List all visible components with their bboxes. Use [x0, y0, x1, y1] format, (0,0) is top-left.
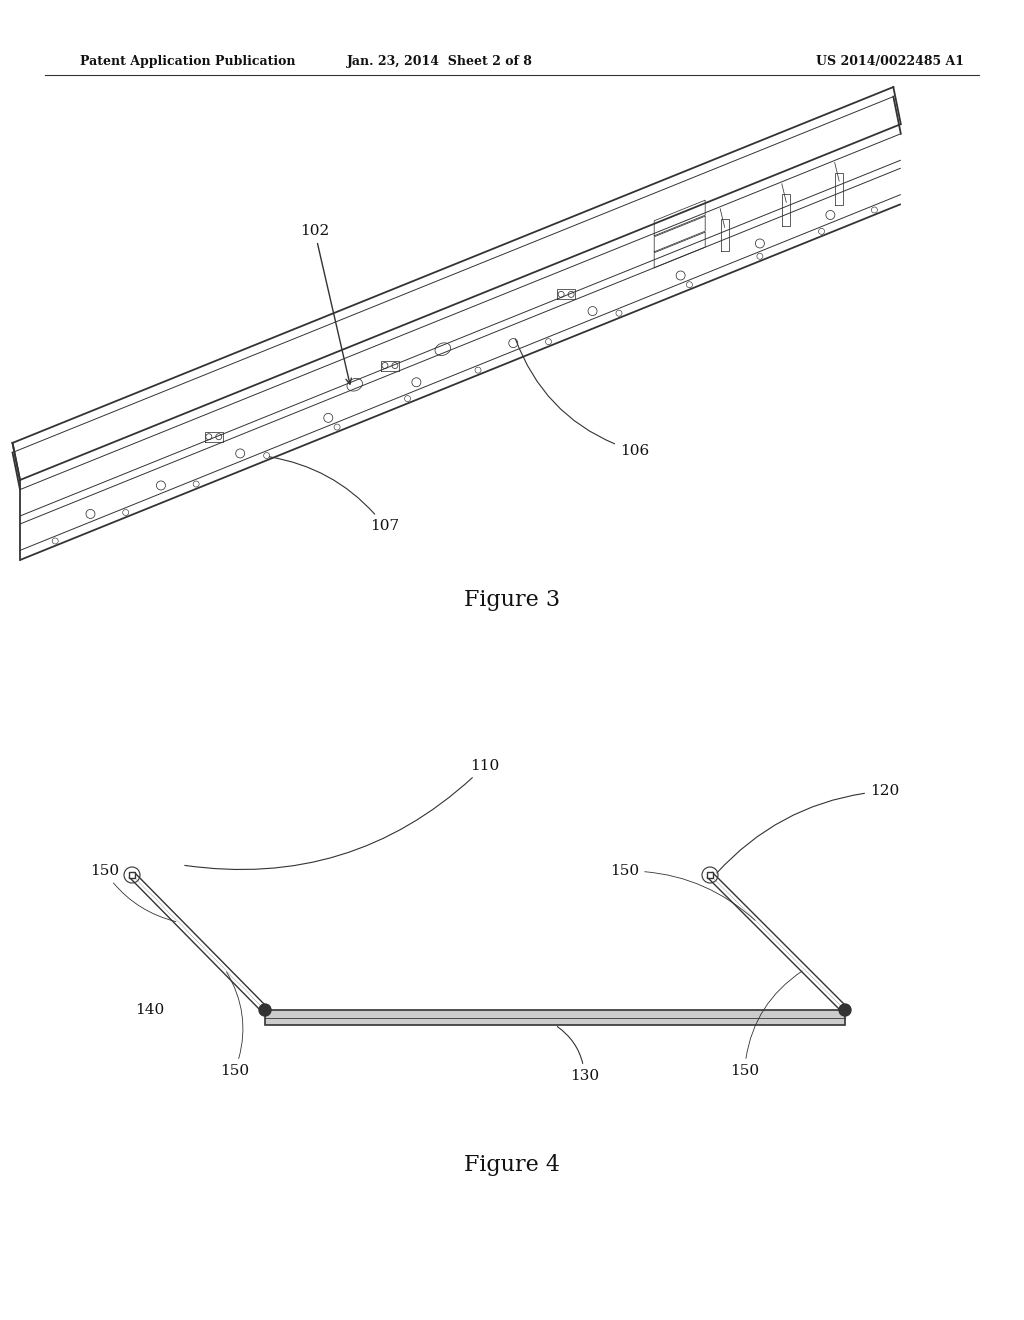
- Text: 150: 150: [730, 972, 802, 1078]
- Text: 110: 110: [184, 759, 500, 870]
- Text: 107: 107: [269, 457, 399, 533]
- Text: 150: 150: [90, 865, 176, 921]
- Text: Figure 3: Figure 3: [464, 589, 560, 611]
- Circle shape: [839, 1005, 851, 1016]
- Text: 130: 130: [557, 1027, 599, 1082]
- Text: Figure 4: Figure 4: [464, 1154, 560, 1176]
- FancyBboxPatch shape: [265, 1010, 845, 1026]
- Text: 150: 150: [610, 865, 756, 920]
- Circle shape: [259, 1005, 271, 1016]
- Text: 120: 120: [717, 784, 899, 873]
- Text: Jan. 23, 2014  Sheet 2 of 8: Jan. 23, 2014 Sheet 2 of 8: [347, 55, 534, 69]
- Text: 150: 150: [220, 972, 249, 1078]
- Text: Patent Application Publication: Patent Application Publication: [80, 55, 296, 69]
- Text: 106: 106: [515, 339, 649, 458]
- Text: US 2014/0022485 A1: US 2014/0022485 A1: [816, 55, 964, 69]
- Text: 102: 102: [300, 224, 351, 384]
- Text: 140: 140: [135, 1003, 164, 1016]
